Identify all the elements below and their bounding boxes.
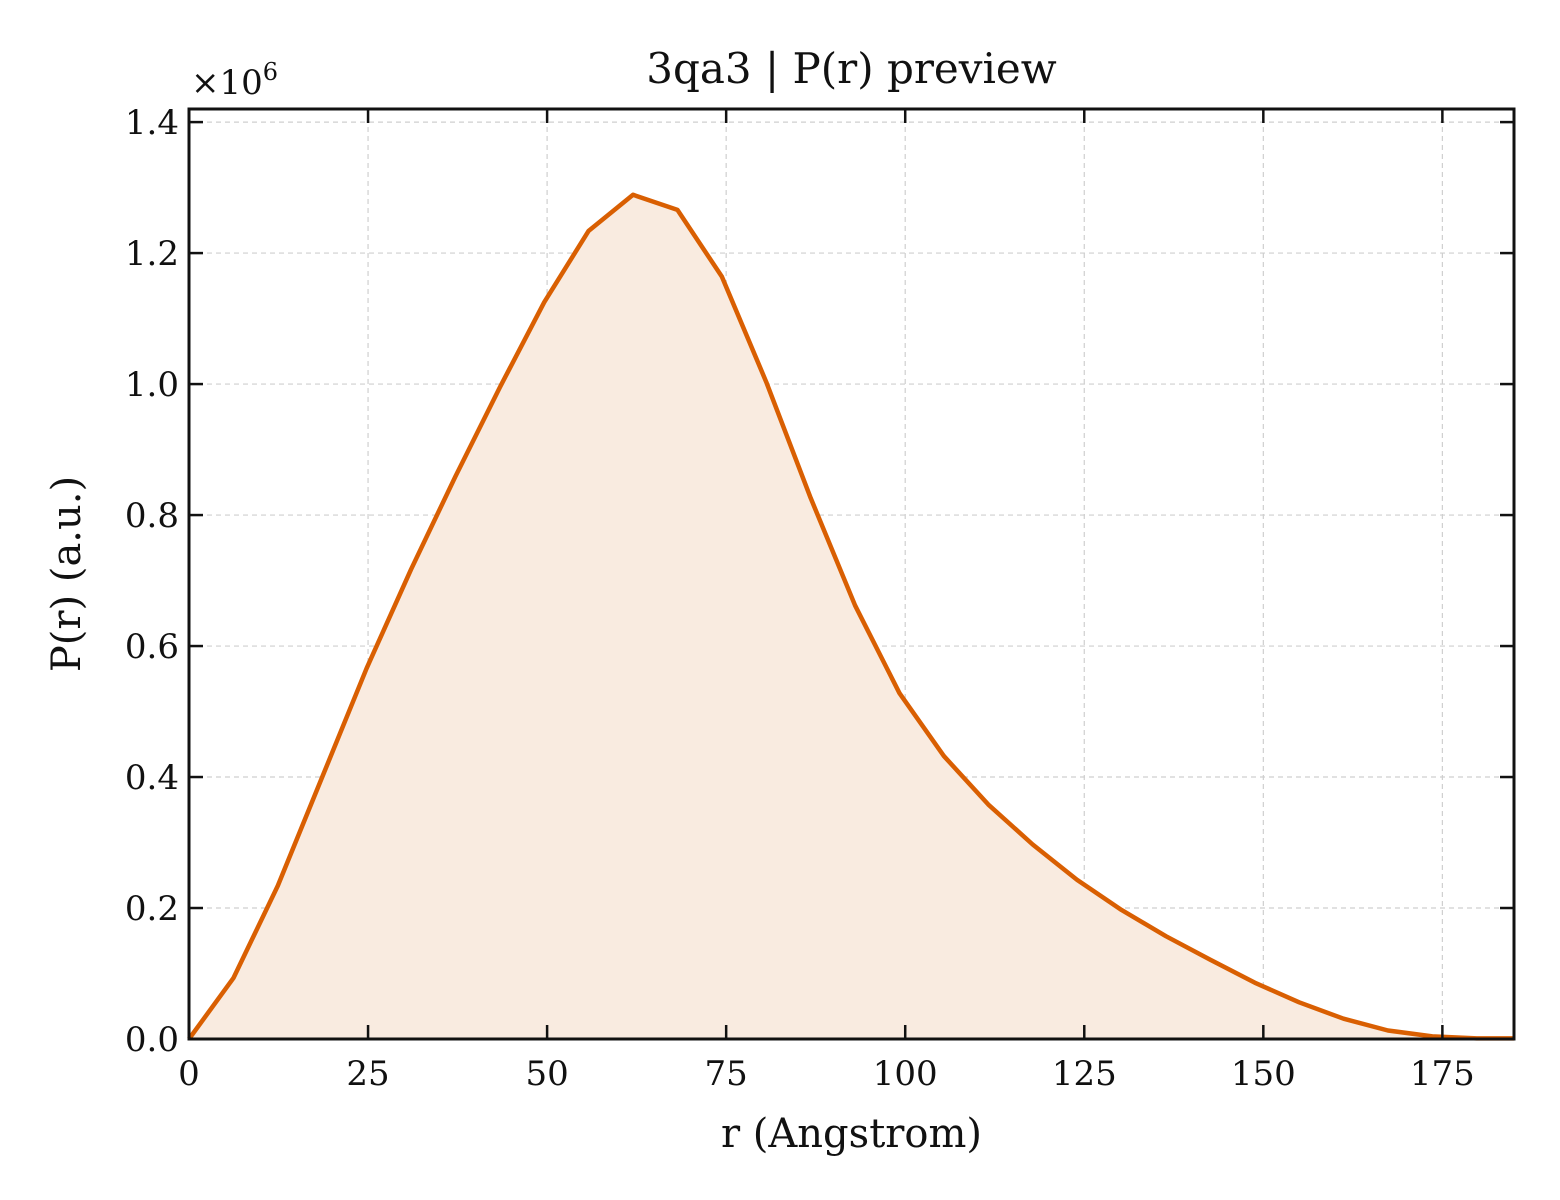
x-tick-label: 0	[178, 1054, 200, 1094]
y-tick-label: 1.0	[125, 365, 179, 405]
y-tick-label: 1.2	[125, 234, 179, 274]
y-multiplier-exponent: 6	[263, 58, 278, 86]
chart-title: 3qa3 | P(r) preview	[646, 44, 1057, 93]
x-tick-label: 50	[525, 1054, 568, 1094]
ticks: 0 25 50 75 100 125 150 175 0.0 0.2 0.4 0.6 0.8 1.0 1.2…	[125, 103, 1514, 1094]
x-tick-label: 25	[346, 1054, 389, 1094]
area-layer	[187, 192, 1515, 1041]
plot-frame	[187, 107, 1516, 1041]
y-tick-label: 1.4	[125, 103, 179, 143]
x-tick-label: 175	[1410, 1054, 1475, 1094]
y-tick-label: 0.0	[125, 1020, 179, 1060]
y-tick-label: 0.2	[125, 889, 179, 929]
y-tick-label: 0.4	[125, 758, 179, 798]
x-tick-label: 75	[705, 1054, 748, 1094]
y-tick-label: 0.6	[125, 627, 179, 667]
series-area-fill	[189, 194, 1514, 1040]
x-tick-label: 125	[1052, 1054, 1117, 1094]
y-axis-multiplier: ×106	[191, 58, 278, 103]
x-tick-label: 100	[873, 1054, 938, 1094]
y-tick-label: 0.8	[125, 496, 179, 536]
x-tick-label: 150	[1231, 1054, 1296, 1094]
x-axis-title: r (Angstrom)	[721, 1111, 982, 1157]
y-axis-title: P(r) (a.u.)	[44, 476, 90, 672]
y-multiplier-base: ×10	[191, 63, 263, 103]
